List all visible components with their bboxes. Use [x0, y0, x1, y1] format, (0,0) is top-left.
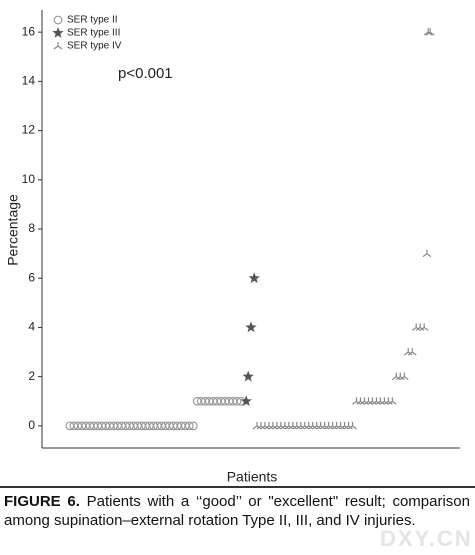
- point: [419, 323, 429, 331]
- legend-label: SER type IV: [67, 41, 122, 52]
- point: [332, 421, 341, 430]
- point: [340, 421, 349, 430]
- point: [403, 348, 413, 356]
- watermark: DXY.CN: [380, 526, 473, 551]
- point: [284, 421, 294, 430]
- point: [425, 28, 435, 36]
- point: [292, 421, 302, 430]
- point: [344, 421, 353, 430]
- caption-label: FIGURE 6.: [4, 493, 80, 510]
- legend-label: SER type III: [67, 28, 120, 39]
- x-axis-label: Patients: [227, 469, 278, 485]
- point: [395, 372, 405, 381]
- point: [288, 421, 298, 430]
- point: [188, 421, 198, 431]
- legend-label: SER type II: [67, 15, 118, 26]
- chart: p<0.001 Patients Percentage 0 2 4 6 8 10 12 14 1…: [5, 10, 460, 485]
- point: [316, 421, 326, 430]
- legend-marker: [53, 15, 63, 25]
- y-tick-label: 6: [28, 270, 35, 284]
- point: [252, 421, 262, 430]
- point: [368, 397, 377, 405]
- point: [280, 421, 290, 430]
- legend-marker: [52, 27, 64, 38]
- point: [422, 249, 432, 258]
- point: [391, 372, 401, 381]
- point: [245, 321, 257, 333]
- point: [304, 421, 314, 430]
- point: [407, 348, 417, 356]
- point: [380, 397, 389, 405]
- point: [383, 397, 393, 405]
- point: [324, 421, 333, 430]
- point: [372, 397, 381, 405]
- y-tick-label: 10: [22, 172, 36, 186]
- point: [415, 323, 425, 331]
- y-tick-label: 14: [22, 74, 36, 88]
- point: [376, 397, 385, 405]
- point: [387, 397, 397, 405]
- y-axis-label: Percentage: [5, 194, 21, 266]
- y-tick-label: 8: [28, 221, 35, 235]
- point: [268, 421, 278, 430]
- point: [242, 370, 254, 382]
- y-tick-label: 0: [28, 418, 35, 432]
- point: [232, 396, 242, 406]
- point: [328, 421, 337, 430]
- caption-text: Patients with a ‘‘good’’ or "excellent" …: [4, 493, 470, 529]
- point: [352, 397, 361, 405]
- point: [264, 421, 274, 430]
- point: [296, 421, 306, 430]
- point: [308, 421, 318, 430]
- point: [240, 395, 252, 407]
- point: [184, 421, 194, 431]
- point: [320, 421, 330, 430]
- point: [260, 421, 270, 430]
- point: [272, 421, 282, 430]
- caption: FIGURE 6. Patients with a ‘‘good’’ or "e…: [4, 492, 470, 530]
- y-tick-label: 12: [22, 123, 36, 137]
- point: [360, 397, 369, 405]
- annotation: p<0.001: [118, 65, 173, 82]
- point: [411, 323, 421, 331]
- point: [348, 421, 357, 430]
- point: [356, 397, 365, 405]
- point: [336, 421, 345, 430]
- point: [364, 397, 373, 405]
- point: [276, 421, 286, 430]
- caption-rule: [0, 486, 475, 488]
- point: [300, 421, 310, 430]
- point: [256, 421, 266, 430]
- point: [399, 372, 409, 381]
- point: [248, 272, 260, 284]
- point: [423, 28, 433, 36]
- y-tick-label: 16: [22, 24, 36, 38]
- y-tick-label: 2: [28, 369, 35, 383]
- legend-marker: [53, 42, 63, 50]
- point: [312, 421, 322, 430]
- y-tick-label: 4: [28, 320, 35, 334]
